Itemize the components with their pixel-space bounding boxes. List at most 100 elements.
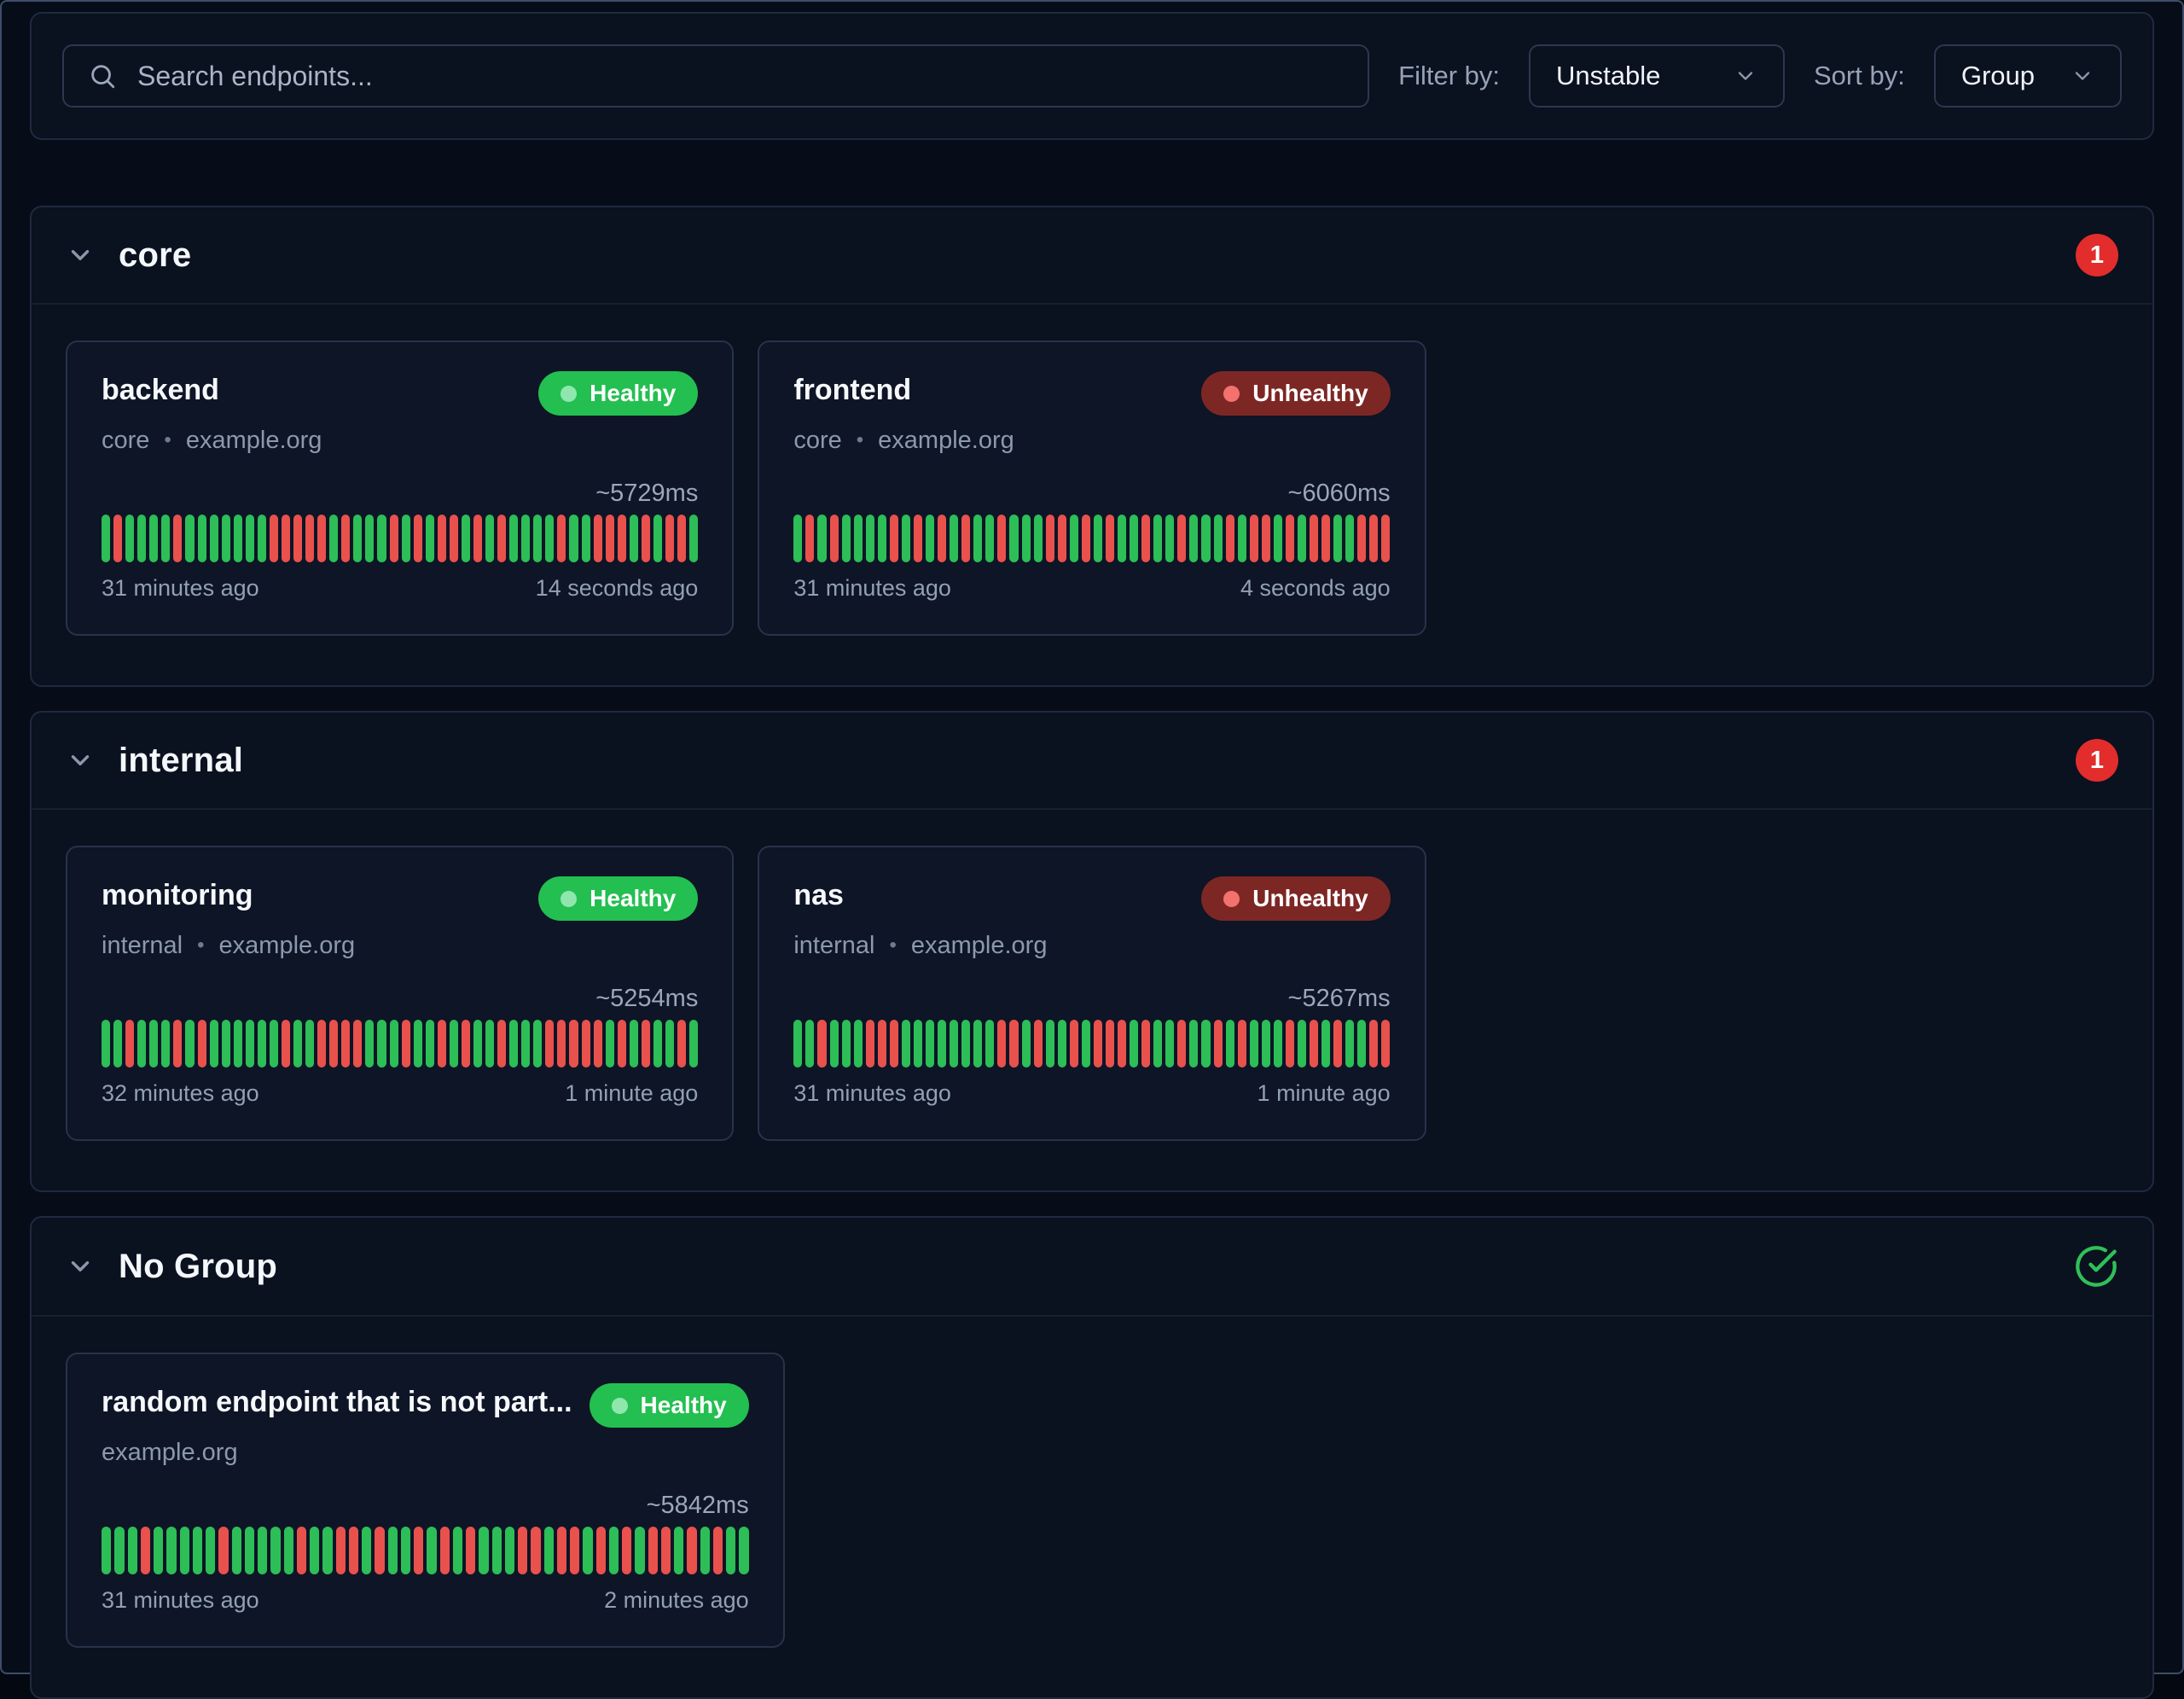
history-bar-success xyxy=(305,1020,315,1068)
history-bar-failure xyxy=(293,515,303,562)
history-oldest-time: 31 minutes ago xyxy=(793,1080,951,1106)
history-bar-success xyxy=(985,1020,995,1068)
group-header-core[interactable]: core 1 xyxy=(32,207,2152,305)
history-bar-success xyxy=(1333,515,1343,562)
history-bar-success xyxy=(817,515,827,562)
sort-by-label: Sort by: xyxy=(1814,61,1905,90)
search-input[interactable] xyxy=(137,60,1345,92)
status-dot-icon xyxy=(561,890,578,907)
chevron-down-icon xyxy=(71,1261,90,1271)
history-bar-failure xyxy=(712,1527,723,1574)
history-bar-success xyxy=(137,1020,147,1068)
endpoint-meta: example.org xyxy=(102,1438,749,1467)
history-bar-failure xyxy=(1369,1020,1379,1068)
history-bar-success xyxy=(901,1020,910,1068)
history-bar-failure xyxy=(1285,515,1294,562)
group-title: No Group xyxy=(119,1247,278,1285)
history-bar-failure xyxy=(1081,515,1090,562)
history-bar-success xyxy=(209,1020,218,1068)
group-header-internal[interactable]: internal 1 xyxy=(32,713,2152,810)
history-bar-failure xyxy=(113,515,123,562)
history-bar-failure xyxy=(497,1020,507,1068)
history-bar-failure xyxy=(1177,1020,1187,1068)
search-icon xyxy=(91,65,115,89)
endpoint-card-frontend[interactable]: frontend Unhealthy core • example.org ~6… xyxy=(758,340,1426,636)
history-bar-success xyxy=(829,1020,839,1068)
history-bar-success xyxy=(926,1020,935,1068)
endpoint-group: internal xyxy=(102,932,183,959)
history-bar-failure xyxy=(677,515,687,562)
chevron-down-icon xyxy=(71,755,90,765)
avg-response-time: ~5729ms xyxy=(595,480,699,507)
history-bar-success xyxy=(950,1020,959,1068)
history-bar-failure xyxy=(648,1527,658,1574)
status-badge: Unhealthy xyxy=(1201,371,1391,416)
history-bar-failure xyxy=(473,515,482,562)
history-bar-success xyxy=(1249,1020,1258,1068)
filter-select[interactable]: Unstable xyxy=(1529,44,1785,108)
history-bar-success xyxy=(269,1020,278,1068)
history-bar-success xyxy=(726,1527,736,1574)
avg-response-time: ~6060ms xyxy=(1287,480,1391,507)
group-section-internal: internal 1 monitoring Healthy internal •… xyxy=(30,711,2154,1192)
history-bar-failure xyxy=(296,1527,306,1574)
history-bar-success xyxy=(793,1020,803,1068)
group-header-no-group[interactable]: No Group xyxy=(32,1218,2152,1317)
endpoint-card-backend[interactable]: backend Healthy core • example.org ~5729… xyxy=(66,340,735,636)
history-bar-success xyxy=(1045,1020,1054,1068)
history-bar-success xyxy=(533,515,543,562)
history-oldest-time: 32 minutes ago xyxy=(102,1080,259,1106)
history-bar-success xyxy=(1033,515,1043,562)
history-bar-failure xyxy=(665,515,674,562)
history-bar-failure xyxy=(805,515,815,562)
history-bar-success xyxy=(365,1020,375,1068)
sort-select[interactable]: Group xyxy=(1933,44,2122,108)
history-bar-success xyxy=(901,515,910,562)
meta-separator: • xyxy=(856,428,864,451)
history-bar-failure xyxy=(687,1527,697,1574)
history-bar-failure xyxy=(1009,1020,1019,1068)
status-badge: Healthy xyxy=(589,1383,749,1428)
history-bar-success xyxy=(461,515,470,562)
history-bar-success xyxy=(185,1020,195,1068)
history-bar-success xyxy=(353,515,363,562)
history-bar-failure xyxy=(557,515,566,562)
history-bar-success xyxy=(1118,515,1127,562)
history-bars xyxy=(793,1020,1391,1068)
history-bar-success xyxy=(581,515,590,562)
endpoint-host: example.org xyxy=(878,427,1014,454)
search-box[interactable] xyxy=(62,44,1370,108)
chevron-down-icon xyxy=(1738,72,1753,80)
history-bar-failure xyxy=(1141,1020,1151,1068)
history-bar-failure xyxy=(348,1527,358,1574)
history-bar-success xyxy=(608,1527,619,1574)
history-bar-success xyxy=(1273,1020,1282,1068)
history-bar-failure xyxy=(531,1527,541,1574)
endpoint-card-random[interactable]: random endpoint that is not part... Heal… xyxy=(66,1353,785,1648)
endpoint-meta: core • example.org xyxy=(793,426,1390,455)
all-healthy-check-icon xyxy=(2076,1246,2117,1287)
status-badge: Unhealthy xyxy=(1201,876,1391,921)
history-bar-success xyxy=(161,515,171,562)
history-bar-success xyxy=(1201,515,1211,562)
history-bar-success xyxy=(1345,1020,1355,1068)
history-bar-failure xyxy=(449,515,458,562)
history-bar-success xyxy=(521,1020,531,1068)
endpoint-card-monitoring[interactable]: monitoring Healthy internal • example.or… xyxy=(66,846,735,1141)
history-bar-failure xyxy=(1310,515,1319,562)
history-bar-failure xyxy=(281,515,290,562)
history-bar-failure xyxy=(641,1020,650,1068)
history-newest-time: 1 minute ago xyxy=(1257,1080,1391,1106)
history-bar-failure xyxy=(1105,515,1115,562)
history-bar-success xyxy=(629,1020,638,1068)
history-bar-success xyxy=(1165,1020,1175,1068)
history-bar-success xyxy=(322,1527,333,1574)
status-dot-icon xyxy=(1223,890,1240,907)
endpoint-card-nas[interactable]: nas Unhealthy internal • example.org ~52… xyxy=(758,846,1426,1141)
history-bar-success xyxy=(1021,515,1031,562)
history-bar-failure xyxy=(641,515,650,562)
history-bar-failure xyxy=(414,1527,424,1574)
history-bar-success xyxy=(569,515,578,562)
history-bar-success xyxy=(1165,515,1175,562)
endpoint-host: example.org xyxy=(218,932,356,959)
